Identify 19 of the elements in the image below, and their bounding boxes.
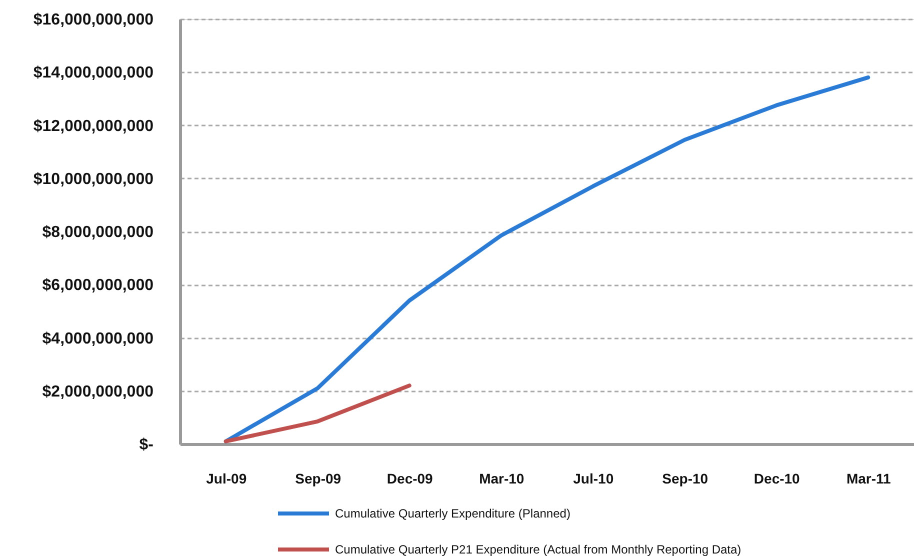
x-tick-label: Sep-09 (295, 470, 342, 486)
y-tick-label: $16,000,000,000 (33, 12, 154, 28)
x-tick-label: Mar-11 (846, 470, 892, 486)
x-tick-label: Dec-09 (386, 470, 434, 486)
x-tick-label: Jul-10 (573, 470, 614, 486)
y-tick-label: $8,000,000,000 (42, 224, 154, 241)
y-tick-label: $2,000,000,000 (42, 383, 154, 400)
y-tick-label: $4,000,000,000 (42, 330, 154, 348)
legend-label: Cumulative Quarterly Expenditure (Planned) (335, 506, 570, 520)
y-tick-label: $- (139, 436, 154, 454)
legend-label: Cumulative Quarterly P21 Expenditure (Actual from Monthly Reporting Data) (335, 542, 742, 556)
y-tick-label: $14,000,000,000 (33, 64, 154, 82)
y-tick-label: $6,000,000,000 (42, 277, 154, 294)
y-tick-label: $10,000,000,000 (33, 170, 154, 188)
y-tick-label: $12,000,000,000 (33, 118, 154, 135)
x-tick-label: Jul-09 (206, 470, 247, 486)
x-tick-label: Sep-10 (662, 470, 708, 486)
x-tick-label: Mar-10 (479, 470, 524, 486)
x-tick-label: Dec-10 (754, 470, 800, 486)
